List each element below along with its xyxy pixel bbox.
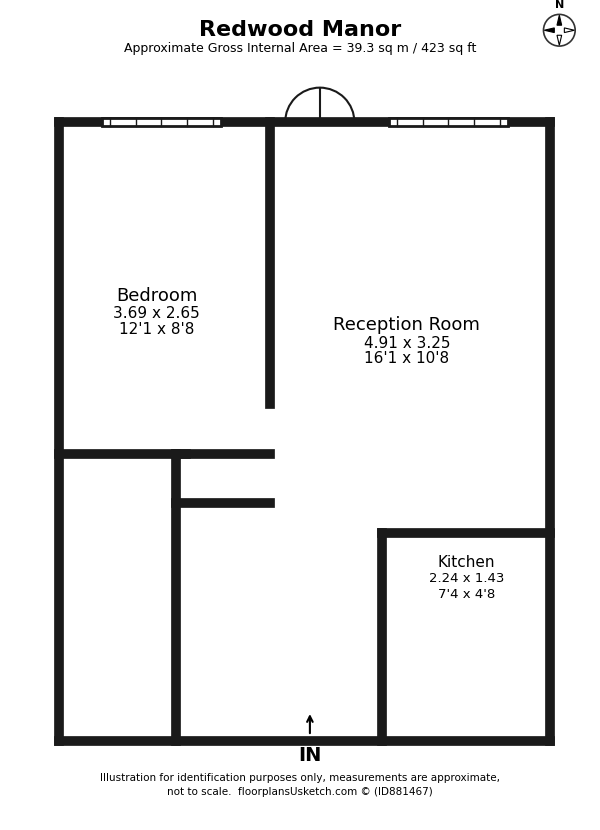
- Text: 7'4 x 4'8: 7'4 x 4'8: [437, 588, 495, 601]
- Text: Redwood Manor: Redwood Manor: [199, 20, 401, 40]
- Text: Approximate Gross Internal Area = 39.3 sq m / 423 sq ft: Approximate Gross Internal Area = 39.3 s…: [124, 42, 476, 55]
- Bar: [102, 119, 221, 126]
- Text: 4.91 x 3.25: 4.91 x 3.25: [364, 335, 450, 350]
- Polygon shape: [557, 15, 562, 25]
- Bar: [62, 125, 547, 738]
- Text: IN: IN: [298, 746, 322, 765]
- Text: 12'1 x 8'8: 12'1 x 8'8: [119, 322, 194, 337]
- Text: Reception Room: Reception Room: [334, 316, 481, 334]
- Text: 3.69 x 2.65: 3.69 x 2.65: [113, 305, 200, 321]
- Polygon shape: [557, 35, 562, 46]
- Text: 2.24 x 1.43: 2.24 x 1.43: [428, 572, 504, 585]
- Bar: [389, 119, 508, 126]
- Polygon shape: [544, 28, 554, 32]
- Text: Kitchen: Kitchen: [437, 555, 495, 570]
- Text: Bedroom: Bedroom: [116, 286, 197, 305]
- Text: 16'1 x 10'8: 16'1 x 10'8: [364, 351, 449, 366]
- Text: N: N: [555, 1, 564, 11]
- Text: Illustration for identification purposes only, measurements are approximate,
not: Illustration for identification purposes…: [100, 774, 500, 798]
- Polygon shape: [565, 28, 574, 32]
